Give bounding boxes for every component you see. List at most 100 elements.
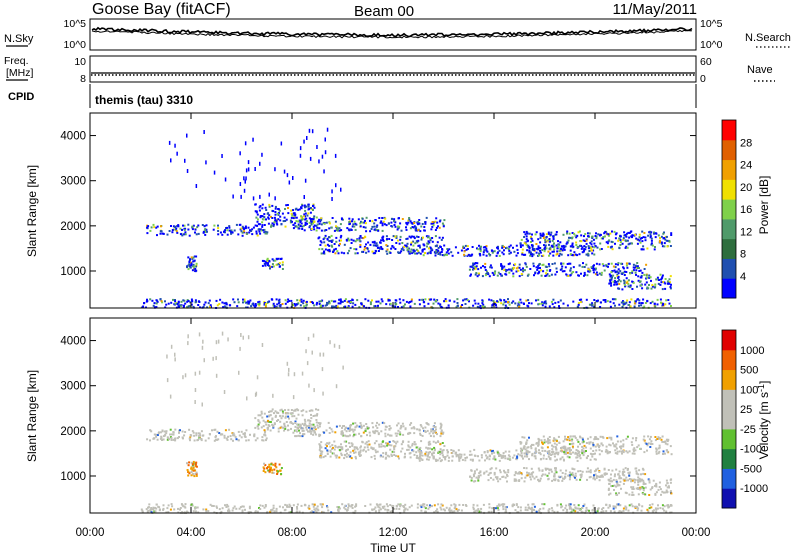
velocity-echo-cell [609, 492, 612, 495]
velocity-echo-cell [335, 425, 338, 428]
power-echo-cell [281, 268, 284, 270]
velocity-echo-cell [347, 506, 350, 509]
velocity-echo-cell [551, 479, 554, 482]
power-echo-cell [217, 227, 220, 230]
velocity-echo-cell [213, 439, 216, 442]
velocity-echo-cell [304, 420, 307, 423]
velocity-echo-cell [295, 435, 298, 438]
velocity-echo-cell [553, 475, 556, 478]
power-echo-cell [616, 283, 619, 286]
velocity-echo-cell [277, 427, 280, 430]
velocity-echo-cell [666, 443, 669, 446]
velocity-colorbar-label: Velocity [m s-1] [756, 381, 771, 460]
velocity-echo-cell [650, 506, 653, 509]
power-echo-cell [447, 252, 450, 255]
velocity-echo-cell [354, 455, 357, 458]
power-echo-cell [451, 254, 454, 257]
velocity-echo-cell [273, 412, 275, 415]
velocity-echo-cell [514, 478, 517, 481]
velocity-echo-cell [345, 430, 348, 433]
velocity-echo-cell [615, 493, 618, 496]
power-echo-cell [192, 305, 195, 308]
power-echo-cell [515, 244, 518, 247]
power-echo-cell [525, 235, 528, 238]
velocity-echo-cell [564, 450, 567, 453]
velocity-unit-text: Velocity [m s [757, 392, 771, 459]
velocity-echo-cell [282, 426, 285, 429]
velocity-echo-cell [404, 507, 407, 510]
velocity-echo-cell [448, 507, 451, 510]
power-echo-cell [509, 244, 512, 247]
velocity-echo-cell [594, 436, 597, 439]
power-echo-cell [505, 306, 508, 309]
power-echo-cell [280, 141, 283, 146]
power-echo-cell [195, 262, 198, 265]
time-axis-title: Time UT [370, 541, 416, 554]
velocity-echo-cell [539, 477, 542, 480]
velocity-echo-cell [292, 395, 295, 400]
velocity-echo-cell [640, 509, 643, 512]
velocity-echo-cell [380, 445, 383, 448]
velocity-echo-cell [608, 479, 611, 482]
power-echo-cell [491, 304, 494, 307]
velocity-echo-cell [441, 432, 444, 435]
power-echo-cell [241, 225, 244, 228]
velocity-echo-cell [580, 473, 583, 476]
power-echo-cell [442, 225, 445, 228]
power-echo-cell [197, 232, 200, 235]
velocity-echo-cell [663, 509, 666, 512]
velocity-echo-cell [179, 429, 181, 432]
velocity-echo-cell [574, 475, 577, 478]
power-echo-cell [228, 229, 231, 232]
velocity-echo-cell [393, 448, 396, 451]
power-echo-cell [481, 302, 484, 305]
power-echo-cell [651, 300, 654, 303]
power-echo-cell [662, 281, 665, 283]
velocity-echo-cell [341, 425, 344, 428]
velocity-echo-cell [330, 511, 333, 514]
velocity-echo-cell [601, 508, 603, 511]
power-echo-cell [625, 262, 628, 265]
power-echo-cell [509, 251, 512, 254]
power-echo-cell [358, 306, 361, 309]
velocity-echo-cell [389, 510, 392, 513]
velocity-echo-cell [355, 503, 358, 506]
power-echo-cell [647, 234, 650, 237]
power-echo-cell [399, 235, 402, 238]
velocity-echo-cell [300, 504, 303, 507]
velocity-echo-cell [475, 509, 478, 512]
velocity-echo-cell [426, 455, 429, 458]
power-echo-cell [631, 235, 634, 238]
velocity-colorbar-tick: 500 [740, 365, 758, 377]
velocity-echo-cell [568, 452, 571, 455]
power-echo-cell [336, 250, 339, 253]
velocity-echo-cell [633, 481, 636, 484]
velocity-echo-cell [249, 433, 251, 436]
power-echo-cell [292, 223, 295, 226]
velocity-echo-cell [488, 503, 491, 506]
velocity-echo-cell [531, 510, 533, 513]
velocity-echo-cell [259, 508, 262, 510]
velocity-echo-cell [426, 429, 429, 432]
velocity-echo-cell [312, 423, 315, 426]
power-echo-cell [456, 304, 459, 307]
power-echo-cell [142, 305, 145, 308]
power-echo-cell [602, 264, 605, 267]
power-echo-cell [334, 300, 337, 303]
power-echo-cell [649, 276, 652, 279]
velocity-echo-cell [288, 511, 291, 514]
velocity-echo-cell [424, 510, 427, 513]
power-echo-cell [414, 226, 417, 229]
power-echo-cell [332, 300, 335, 303]
power-echo-cell [416, 229, 419, 232]
power-echo-cell [421, 223, 424, 225]
power-echo-cell [511, 267, 514, 270]
power-echo-cell [313, 206, 316, 209]
power-echo-cell [331, 305, 333, 308]
velocity-echo-cell [382, 455, 385, 458]
power-echo-cell [424, 221, 427, 224]
power-echo-cell [574, 253, 577, 256]
velocity-echo-cell [581, 445, 584, 448]
velocity-echo-cell [158, 506, 161, 509]
